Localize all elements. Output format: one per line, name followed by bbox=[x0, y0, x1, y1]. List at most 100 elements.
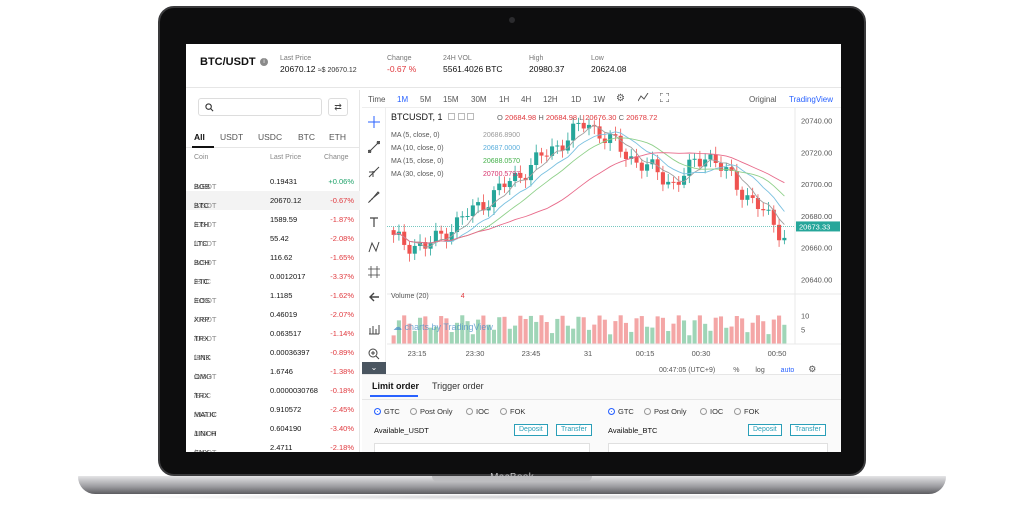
candle-body bbox=[740, 189, 745, 200]
market-row[interactable]: ETH/USDT 1589.59 -1.87% bbox=[194, 215, 354, 229]
buy-gtc-radio[interactable]: GTC bbox=[374, 407, 400, 416]
trend-line-icon[interactable] bbox=[368, 141, 380, 153]
col-change[interactable]: Change bbox=[324, 154, 349, 161]
coin-price: 0.00036397 bbox=[270, 348, 310, 357]
info-icon[interactable]: i bbox=[260, 58, 268, 66]
market-row[interactable]: 1INCH/USDT 0.604190 -3.40% bbox=[194, 424, 354, 438]
tab-usdc[interactable]: USDC bbox=[258, 132, 283, 142]
low-block: Low 20624.08 bbox=[591, 55, 626, 74]
ma15-line bbox=[393, 137, 785, 244]
candle-body bbox=[666, 181, 671, 185]
sell-deposit-button[interactable]: Deposit bbox=[748, 424, 782, 436]
text-tool-icon[interactable] bbox=[368, 216, 380, 228]
market-row[interactable]: ETC/BTC 0.0012017 -3.37% bbox=[194, 272, 354, 286]
y-tick-label: 20660.00 bbox=[801, 244, 832, 253]
candle-body bbox=[745, 195, 750, 200]
sell-gtc-radio[interactable]: GTC bbox=[608, 407, 634, 416]
sell-postonly-radio[interactable]: Post Only bbox=[644, 407, 687, 416]
vol-tick-label: 10 bbox=[801, 311, 809, 320]
tab-usdt[interactable]: USDT bbox=[220, 132, 244, 142]
brush-icon[interactable] bbox=[368, 191, 380, 203]
zoom-in-icon[interactable] bbox=[368, 348, 380, 360]
crosshair-icon[interactable] bbox=[368, 116, 380, 128]
buy-fok-radio[interactable]: FOK bbox=[500, 407, 525, 416]
chart-settings-icon[interactable]: ⚙ bbox=[808, 364, 817, 374]
market-row[interactable]: LTC/USDT 55.42 -2.08% bbox=[194, 234, 354, 248]
view-original[interactable]: Original bbox=[749, 95, 777, 104]
pattern-icon[interactable] bbox=[368, 241, 380, 253]
candlestick-chart[interactable]: 20740.00 20720.00 20700.00 20680.00 20660.00… bbox=[387, 108, 841, 374]
swap-icon[interactable]: ⇄ bbox=[328, 98, 348, 116]
market-row[interactable]: OMG/USDT 1.6746 -1.38% bbox=[194, 367, 354, 381]
percent-toggle[interactable]: % bbox=[733, 367, 740, 374]
market-row[interactable]: EOS/USDT 1.1185 -1.62% bbox=[194, 291, 354, 305]
market-row[interactable]: BCH/USDT 116.62 -1.65% bbox=[194, 253, 354, 267]
time-label[interactable]: Time bbox=[368, 95, 386, 104]
market-row[interactable]: XRP/USDT 0.46019 -2.07% bbox=[194, 310, 354, 324]
interval-1h[interactable]: 1H bbox=[499, 95, 510, 104]
interval-1m[interactable]: 1M bbox=[397, 95, 409, 104]
legend-settings-icon[interactable] bbox=[457, 113, 465, 120]
auto-toggle[interactable]: auto bbox=[780, 367, 795, 374]
volume-legend-label: Volume (20) bbox=[391, 293, 429, 300]
sell-transfer-button[interactable]: Transfer bbox=[790, 424, 826, 436]
legend-close-icon[interactable] bbox=[467, 113, 475, 120]
tab-limit-order[interactable]: Limit order bbox=[372, 381, 420, 391]
tab-eth[interactable]: ETH bbox=[329, 132, 346, 142]
interval-12h[interactable]: 12H bbox=[543, 95, 558, 104]
tab-btc[interactable]: BTC bbox=[298, 132, 315, 142]
market-row[interactable]: BGB/USDT 0.19431 +0.06% bbox=[194, 177, 354, 191]
candle-body bbox=[586, 124, 592, 129]
buy-deposit-button[interactable]: Deposit bbox=[514, 424, 548, 436]
interval-15m[interactable]: 15M bbox=[443, 95, 459, 104]
buy-available: Available_USDT bbox=[374, 426, 429, 435]
interval-4h[interactable]: 4H bbox=[521, 95, 532, 104]
buy-transfer-button[interactable]: Transfer bbox=[556, 424, 592, 436]
back-arrow-icon[interactable] bbox=[368, 291, 380, 303]
col-last-price[interactable]: Last Price bbox=[270, 154, 302, 161]
buy-price-input[interactable] bbox=[374, 443, 590, 452]
tab-trigger-order[interactable]: Trigger order bbox=[432, 381, 484, 391]
chart-plot[interactable]: 20740.00 20720.00 20700.00 20680.00 20660.00… bbox=[387, 108, 841, 374]
search-input[interactable] bbox=[198, 98, 322, 116]
ma5-line bbox=[393, 124, 785, 248]
log-toggle[interactable]: log bbox=[755, 367, 765, 374]
interval-5m[interactable]: 5M bbox=[420, 95, 432, 104]
market-row[interactable]: TRX/BTC 0.0000030768 -0.18% bbox=[194, 386, 354, 400]
legend-visibility-icon[interactable] bbox=[448, 113, 456, 120]
sell-fok-radio[interactable]: FOK bbox=[734, 407, 759, 416]
legend-symbol-text: BTCUSDT, 1 bbox=[391, 112, 443, 122]
coin-change: -3.37% bbox=[330, 272, 354, 281]
col-coin[interactable]: Coin bbox=[194, 154, 209, 161]
market-row[interactable]: LINK/BTC 0.00036397 -0.89% bbox=[194, 348, 354, 362]
ruler-icon[interactable] bbox=[368, 323, 380, 335]
tab-all[interactable]: All bbox=[194, 132, 205, 142]
sell-ioc-radio[interactable]: IOC bbox=[700, 407, 723, 416]
buy-ioc-radio[interactable]: IOC bbox=[466, 407, 489, 416]
collapse-icon[interactable]: ⌄ bbox=[362, 362, 386, 374]
interval-30m[interactable]: 30M bbox=[471, 95, 487, 104]
volume-bar bbox=[465, 321, 470, 344]
fib-icon[interactable] bbox=[368, 166, 380, 178]
sell-price-input[interactable] bbox=[608, 443, 828, 452]
market-row[interactable]: TRX/USDT 0.063517 -1.14% bbox=[194, 329, 354, 343]
measure-icon[interactable] bbox=[368, 266, 380, 278]
market-row[interactable]: MATIC/USDT 0.910572 -2.45% bbox=[194, 405, 354, 419]
candle-body bbox=[608, 134, 613, 144]
fullscreen-icon[interactable] bbox=[659, 92, 670, 104]
view-tradingview[interactable]: TradingView bbox=[789, 95, 834, 104]
interval-1w[interactable]: 1W bbox=[593, 95, 605, 104]
y-tick-label: 20720.00 bbox=[801, 148, 832, 157]
buy-postonly-radio[interactable]: Post Only bbox=[410, 407, 453, 416]
settings-icon[interactable]: ⚙ bbox=[616, 93, 625, 104]
laptop-base bbox=[78, 476, 946, 494]
pair-title[interactable]: BTC/USDT bbox=[200, 56, 256, 68]
interval-1d[interactable]: 1D bbox=[571, 95, 582, 104]
volume-bar bbox=[486, 324, 491, 344]
coin-change: -0.67% bbox=[330, 196, 354, 205]
market-row[interactable]: BTC/USDT 20670.12 -0.67% bbox=[186, 191, 360, 210]
indicators-icon[interactable] bbox=[637, 92, 649, 104]
volume-bar bbox=[581, 317, 586, 344]
y-tick-label: 20700.00 bbox=[801, 180, 832, 189]
